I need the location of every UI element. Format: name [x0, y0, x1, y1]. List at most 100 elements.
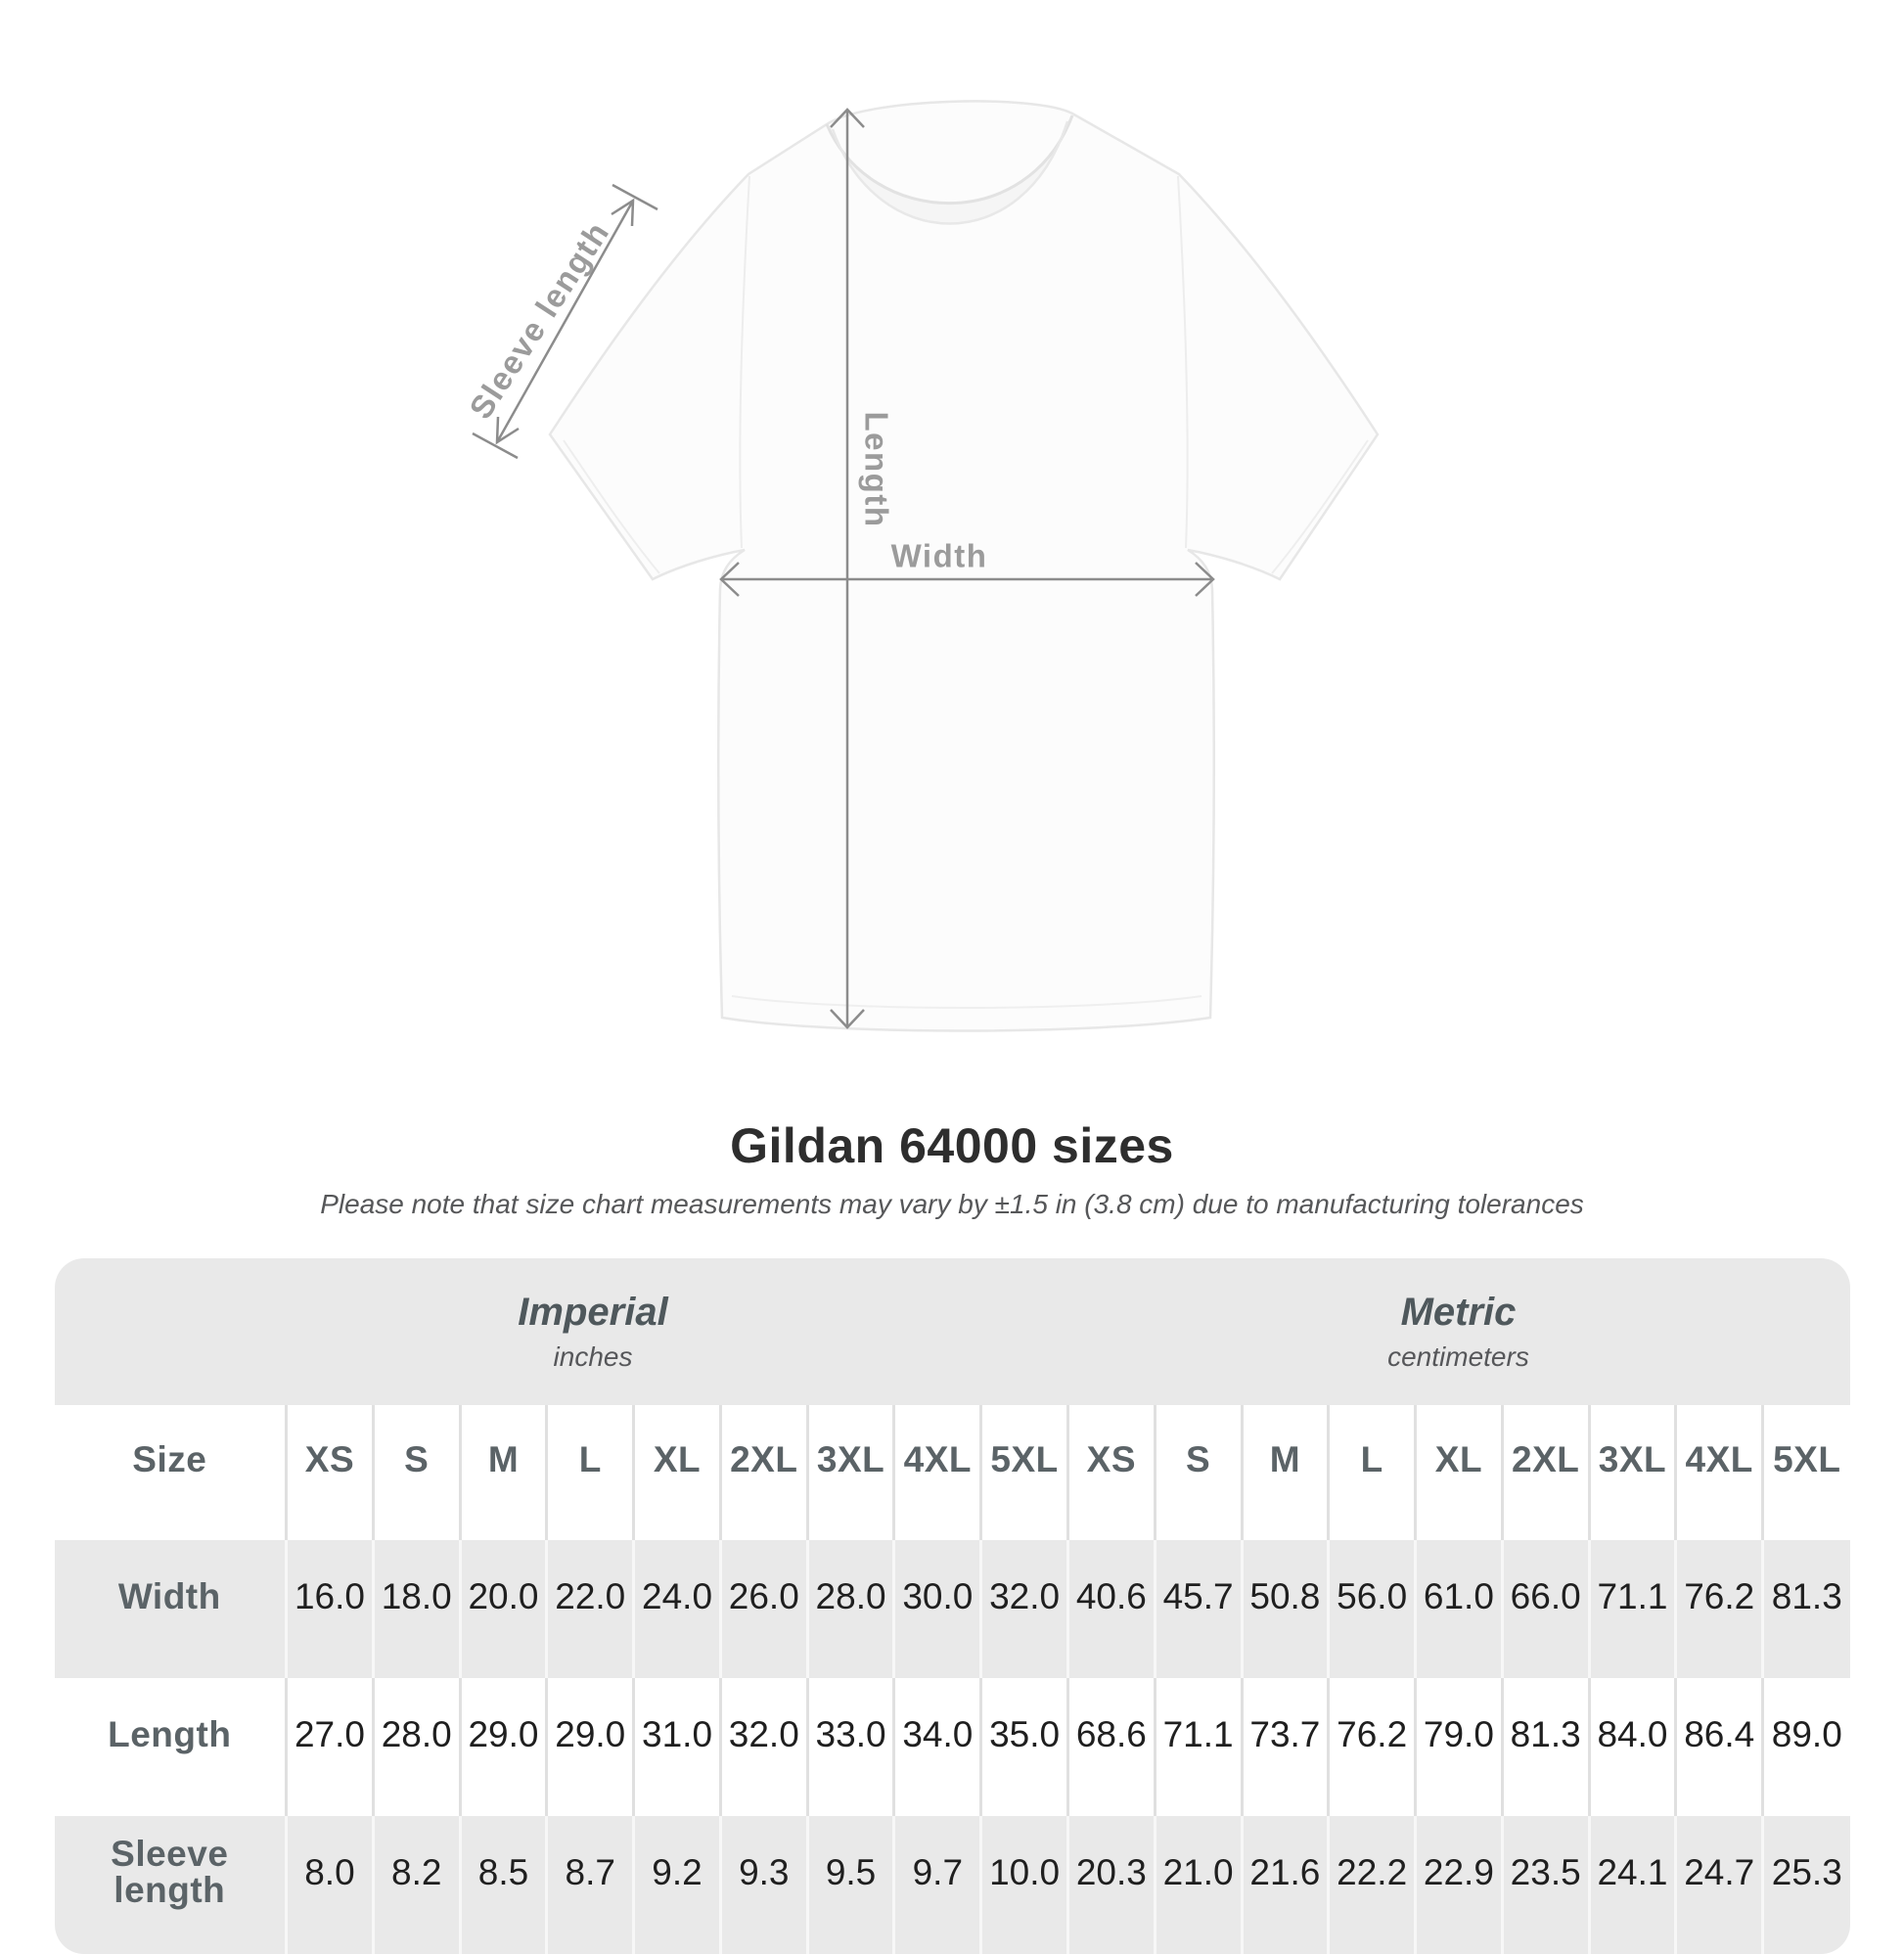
length-value-cell: 81.3 — [1500, 1677, 1590, 1816]
right-sleeve-seam — [1177, 175, 1189, 549]
width-row-label: Width — [117, 1575, 221, 1616]
collar-inner-edge — [831, 120, 1069, 225]
width-value-cell: 71.1 — [1587, 1539, 1676, 1678]
metric-sublabel: centimeters — [1387, 1341, 1529, 1372]
width-value-cell: 18.0 — [371, 1539, 461, 1678]
sleeve-length-value-cell: 25.3 — [1761, 1815, 1850, 1954]
sleeve-length-value-cell: 21.0 — [1153, 1815, 1242, 1954]
size-column-header: S — [371, 1404, 461, 1540]
length-value-cell: 71.1 — [1153, 1677, 1242, 1816]
sleeve-length-value-cell: 21.6 — [1240, 1815, 1329, 1954]
size-column-header: M — [1240, 1404, 1329, 1540]
size-column-header: XL — [1414, 1404, 1503, 1540]
sleeve-length-value-cell: 22.9 — [1414, 1815, 1503, 1954]
length-value-cell: 29.0 — [458, 1677, 547, 1816]
width-label: Width — [890, 537, 988, 574]
width-row: Width 16.0 18.0 20.0 22.0 24.0 26.0 28.0 30.0 32… — [54, 1539, 1850, 1678]
sleeve-length-value-cell: 9.5 — [805, 1815, 894, 1954]
width-value-cell: 40.6 — [1065, 1539, 1156, 1678]
imperial-label: Imperial — [518, 1290, 668, 1334]
width-value-cell: 28.0 — [805, 1539, 894, 1678]
length-value-cell: 89.0 — [1761, 1677, 1850, 1816]
metric-unit-header: Metric centimeters — [1387, 1293, 1529, 1371]
width-value-cell: 16.0 — [285, 1539, 374, 1678]
size-row-label: Size — [132, 1439, 207, 1480]
length-value-cell: 32.0 — [718, 1677, 808, 1816]
size-column-header: S — [1153, 1404, 1242, 1540]
width-value-cell: 50.8 — [1240, 1539, 1329, 1678]
size-column-header: L — [1327, 1404, 1416, 1540]
length-value-cell: 84.0 — [1587, 1677, 1676, 1816]
hem-stitch — [731, 995, 1202, 1009]
size-table: Imperial inches Metric centimeters Size — [54, 1257, 1850, 1954]
size-column-header: 5XL — [1761, 1404, 1850, 1540]
length-value-cell: 76.2 — [1327, 1677, 1416, 1816]
sleeve-length-value-cell: 22.2 — [1327, 1815, 1416, 1954]
length-value-cell: 35.0 — [979, 1677, 1068, 1816]
size-column-header: 5XL — [979, 1404, 1068, 1540]
sleeve-length-row: Sleeve length 8.0 8.2 8.5 8.7 9.2 9.3 9.5 9.7 10… — [54, 1815, 1850, 1954]
size-column-header: 2XL — [1500, 1404, 1590, 1540]
length-value-cell: 31.0 — [632, 1677, 721, 1816]
size-column-header: 4XL — [892, 1404, 981, 1540]
unit-header-band: Imperial inches Metric centimeters — [54, 1257, 1850, 1405]
sleeve-length-value-cell: 9.3 — [718, 1815, 808, 1954]
sleeve-length-value-cell: 8.7 — [545, 1815, 634, 1954]
sleeve-length-value-cell: 20.3 — [1065, 1815, 1156, 1954]
length-value-cell: 27.0 — [285, 1677, 374, 1816]
size-column-header: 4XL — [1674, 1404, 1763, 1540]
width-value-cell: 26.0 — [718, 1539, 808, 1678]
sleeve-length-value-cell: 23.5 — [1500, 1815, 1590, 1954]
width-dimension-line — [719, 562, 1215, 597]
length-dimension-line — [830, 108, 865, 1029]
size-column-header: XS — [1065, 1404, 1156, 1540]
size-column-header: M — [458, 1404, 547, 1540]
length-value-cell: 33.0 — [805, 1677, 894, 1816]
length-row: Length 27.0 28.0 29.0 29.0 31.0 32.0 33.0 34.0 3… — [54, 1677, 1850, 1816]
length-value-cell: 34.0 — [892, 1677, 981, 1816]
width-value-cell: 66.0 — [1500, 1539, 1590, 1678]
width-value-cell: 61.0 — [1414, 1539, 1503, 1678]
sleeve-length-value-cell: 8.2 — [371, 1815, 461, 1954]
size-table-grid: Size XS S M L XL 2XL 3XL 4XL 5XL XS S M L XL 2XL 3XL 4XL… — [54, 1404, 1850, 1954]
width-value-cell: 22.0 — [545, 1539, 634, 1678]
width-value-cell: 45.7 — [1153, 1539, 1242, 1678]
size-column-header: 3XL — [1587, 1404, 1676, 1540]
length-row-label: Length — [108, 1713, 232, 1754]
sleeve-dimension-line — [472, 183, 658, 460]
sleeve-length-value-cell: 10.0 — [979, 1815, 1068, 1954]
length-value-cell: 79.0 — [1414, 1677, 1503, 1816]
sleeve-length-value-cell: 8.5 — [458, 1815, 547, 1954]
length-label: Length — [858, 411, 895, 528]
sleeve-length-value-cell: 24.1 — [1587, 1815, 1676, 1954]
tshirt-measurement-diagram: Sleeve length Length Width — [462, 100, 1380, 1032]
width-value-cell: 20.0 — [458, 1539, 547, 1678]
sleeve-length-row-label: Sleeve length — [111, 1834, 229, 1911]
length-value-cell: 68.6 — [1065, 1677, 1156, 1816]
width-value-cell: 32.0 — [979, 1539, 1068, 1678]
tshirt-illustration — [472, 100, 1380, 1032]
size-column-header: 2XL — [718, 1404, 808, 1540]
tshirt-outline — [548, 100, 1380, 1032]
collar-seam — [825, 114, 1074, 204]
sleeve-length-value-cell: 8.0 — [285, 1815, 374, 1954]
sleeve-length-value-cell: 9.7 — [892, 1815, 981, 1954]
left-cuff-stitch — [563, 439, 660, 574]
size-column-header: 3XL — [805, 1404, 894, 1540]
left-sleeve-seam — [739, 175, 750, 549]
length-value-cell: 29.0 — [545, 1677, 634, 1816]
length-value-cell: 86.4 — [1674, 1677, 1763, 1816]
width-value-cell: 81.3 — [1761, 1539, 1850, 1678]
size-column-header: XL — [632, 1404, 721, 1540]
length-value-cell: 28.0 — [371, 1677, 461, 1816]
width-value-cell: 24.0 — [632, 1539, 721, 1678]
metric-label: Metric — [1400, 1290, 1517, 1334]
width-value-cell: 30.0 — [892, 1539, 981, 1678]
length-value-cell: 73.7 — [1240, 1677, 1329, 1816]
sleeve-length-value-cell: 24.7 — [1674, 1815, 1763, 1954]
collar-band — [827, 115, 1072, 224]
size-header-row: Size XS S M L XL 2XL 3XL 4XL 5XL XS S M L XL 2XL 3XL 4XL… — [54, 1404, 1850, 1540]
width-value-cell: 56.0 — [1327, 1539, 1416, 1678]
sleeve-length-value-cell: 9.2 — [632, 1815, 721, 1954]
